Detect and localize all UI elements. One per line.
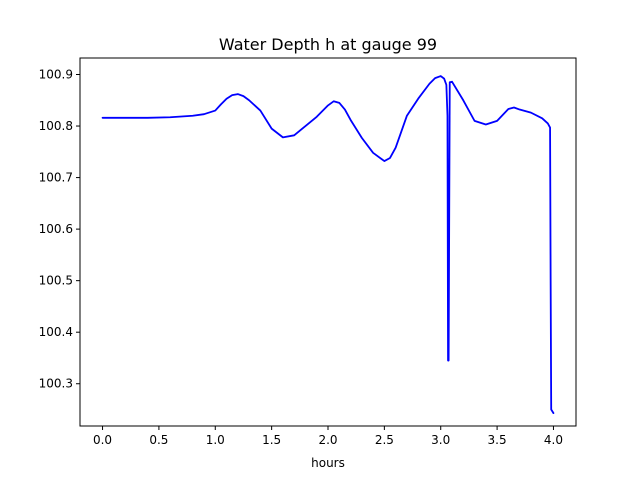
y-tick-label: 100.4 bbox=[39, 325, 73, 339]
x-tick-label: 3.0 bbox=[431, 433, 450, 447]
y-tick-label: 100.7 bbox=[39, 171, 73, 185]
x-tick-label: 0.5 bbox=[149, 433, 168, 447]
y-tick-label: 100.9 bbox=[39, 67, 73, 81]
y-tick-label: 100.8 bbox=[39, 119, 73, 133]
y-tick-label: 100.3 bbox=[39, 377, 73, 391]
y-tick-label: 100.5 bbox=[39, 274, 73, 288]
chart-title: Water Depth h at gauge 99 bbox=[219, 35, 437, 54]
x-tick-label: 4.0 bbox=[544, 433, 563, 447]
x-tick-label: 2.0 bbox=[318, 433, 337, 447]
plot-area: 0.0 0.5 1.0 1.5 2.0 2.5 3.0 3.5 4.0 100.3 100.4 100… bbox=[39, 57, 577, 447]
x-tick-label: 0.0 bbox=[93, 433, 112, 447]
x-tick-label: 1.5 bbox=[262, 433, 281, 447]
x-tick-label: 2.5 bbox=[375, 433, 394, 447]
x-tick-label: 3.5 bbox=[488, 433, 507, 447]
series-line-0 bbox=[101, 75, 555, 415]
y-tick-label: 100.6 bbox=[39, 222, 73, 236]
x-axis-label: hours bbox=[311, 456, 345, 470]
x-tick-label: 1.0 bbox=[206, 433, 225, 447]
